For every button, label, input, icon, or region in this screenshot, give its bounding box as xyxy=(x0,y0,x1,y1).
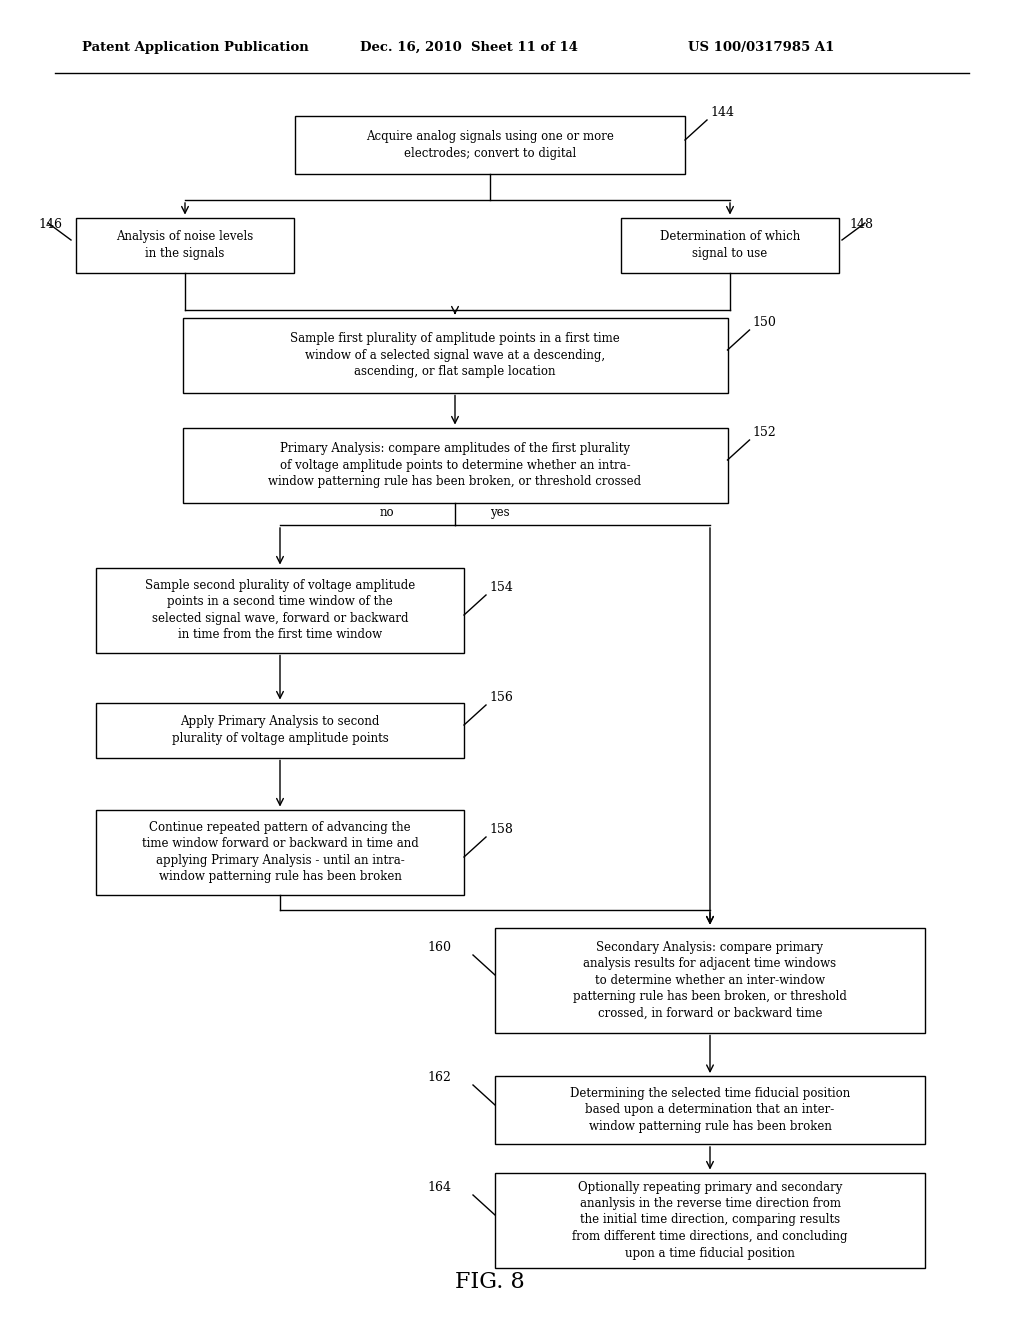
Text: Secondary Analysis: compare primary
analysis results for adjacent time windows
t: Secondary Analysis: compare primary anal… xyxy=(573,940,847,1019)
Bar xyxy=(295,116,685,174)
Text: Continue repeated pattern of advancing the
time window forward or backward in ti: Continue repeated pattern of advancing t… xyxy=(141,821,419,883)
Text: 144: 144 xyxy=(710,106,734,119)
Text: Acquire analog signals using one or more
electrodes; convert to digital: Acquire analog signals using one or more… xyxy=(366,131,614,160)
Text: FIG. 8: FIG. 8 xyxy=(455,1271,525,1294)
Text: 160: 160 xyxy=(427,941,451,954)
Text: no: no xyxy=(380,506,394,519)
Bar xyxy=(96,702,464,758)
Bar xyxy=(96,568,464,652)
Text: Determination of which
signal to use: Determination of which signal to use xyxy=(659,230,800,260)
Text: 156: 156 xyxy=(489,690,513,704)
Bar xyxy=(182,428,727,503)
Text: 164: 164 xyxy=(427,1181,451,1195)
Text: Dec. 16, 2010  Sheet 11 of 14: Dec. 16, 2010 Sheet 11 of 14 xyxy=(360,41,578,54)
Text: Determining the selected time fiducial position
based upon a determination that : Determining the selected time fiducial p… xyxy=(570,1086,850,1133)
Bar xyxy=(495,1172,925,1267)
Text: Apply Primary Analysis to second
plurality of voltage amplitude points: Apply Primary Analysis to second plurali… xyxy=(172,715,388,744)
Text: Optionally repeating primary and secondary
ananlysis in the reverse time directi: Optionally repeating primary and seconda… xyxy=(572,1180,848,1259)
Text: 152: 152 xyxy=(753,426,776,440)
Text: 146: 146 xyxy=(38,219,62,231)
Text: 158: 158 xyxy=(489,822,513,836)
Text: US 100/0317985 A1: US 100/0317985 A1 xyxy=(688,41,835,54)
Bar xyxy=(182,318,727,392)
Text: Patent Application Publication: Patent Application Publication xyxy=(82,41,309,54)
Bar xyxy=(96,809,464,895)
Text: Sample second plurality of voltage amplitude
points in a second time window of t: Sample second plurality of voltage ampli… xyxy=(144,578,415,642)
Bar xyxy=(495,1076,925,1144)
Bar xyxy=(76,218,294,272)
Bar xyxy=(495,928,925,1032)
Text: 154: 154 xyxy=(489,581,513,594)
Text: 162: 162 xyxy=(427,1071,451,1084)
Text: Analysis of noise levels
in the signals: Analysis of noise levels in the signals xyxy=(117,230,254,260)
Bar xyxy=(621,218,839,272)
Text: 148: 148 xyxy=(849,219,873,231)
Text: Primary Analysis: compare amplitudes of the first plurality
of voltage amplitude: Primary Analysis: compare amplitudes of … xyxy=(268,442,642,488)
Text: Sample first plurality of amplitude points in a first time
window of a selected : Sample first plurality of amplitude poin… xyxy=(290,333,620,378)
Text: yes: yes xyxy=(490,506,510,519)
Text: 150: 150 xyxy=(753,315,776,329)
